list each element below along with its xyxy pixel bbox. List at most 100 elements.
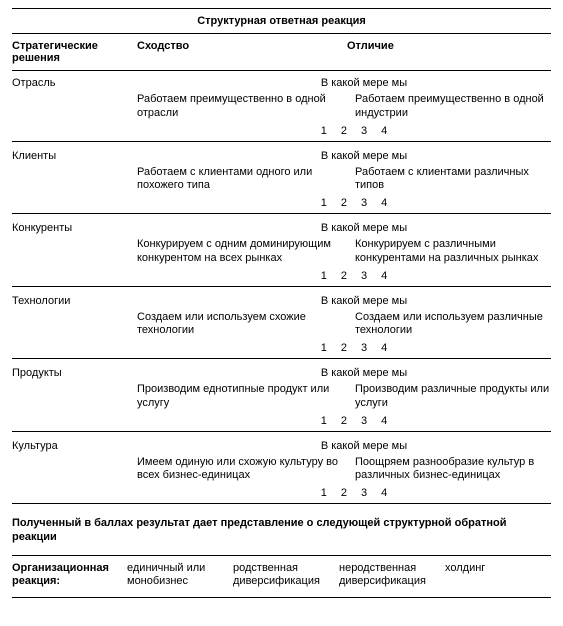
section-rule bbox=[12, 213, 551, 214]
section-label: Клиенты bbox=[12, 150, 137, 162]
extent-label: В какой мере мы bbox=[137, 440, 551, 452]
org-option: родственная диверсификация bbox=[233, 562, 339, 590]
scale-outer: 1 2 3 4 bbox=[137, 487, 551, 499]
extent-label: В какой мере мы bbox=[137, 77, 551, 89]
spacer bbox=[12, 415, 137, 427]
section: КонкурентыВ какой мере мыКонкурируем с о… bbox=[12, 216, 551, 289]
page-title: Структурная ответная реакция bbox=[12, 9, 551, 33]
scale-value: 4 bbox=[381, 197, 387, 209]
section-rule bbox=[12, 431, 551, 432]
scale-row: 1 2 3 4 bbox=[12, 415, 551, 431]
section-texts-row: Конкурируем с одним доминирующим конкуре… bbox=[12, 238, 551, 270]
scale-value: 4 bbox=[381, 342, 387, 354]
difference-text: Работаем преимущественно в одной индустр… bbox=[355, 93, 551, 121]
scale-value: 1 bbox=[321, 342, 327, 354]
scale: 1 2 3 4 bbox=[301, 270, 388, 282]
section: ОтрасльВ какой мере мыРаботаем преимущес… bbox=[12, 71, 551, 144]
scale-value: 3 bbox=[361, 342, 367, 354]
scale-outer: 1 2 3 4 bbox=[137, 270, 551, 282]
scale-value: 2 bbox=[341, 270, 347, 282]
scale: 1 2 3 4 bbox=[301, 342, 388, 354]
section-label: Продукты bbox=[12, 367, 137, 379]
scale-row: 1 2 3 4 bbox=[12, 125, 551, 141]
scale-value: 1 bbox=[321, 415, 327, 427]
scale-value: 3 bbox=[361, 487, 367, 499]
footer-note: Полученный в баллах результат дает предс… bbox=[12, 506, 551, 555]
spacer bbox=[12, 238, 137, 266]
scale-value: 4 bbox=[381, 125, 387, 137]
org-options: единичный или монобизнес родственная див… bbox=[127, 562, 551, 590]
similarity-text: Производим еднотипные продукт или услугу bbox=[137, 383, 355, 411]
scale: 1 2 3 4 bbox=[301, 487, 388, 499]
section-texts-row: Имеем одиную или схожую культуру во всех… bbox=[12, 456, 551, 488]
scale-outer: 1 2 3 4 bbox=[137, 125, 551, 137]
scale-row: 1 2 3 4 bbox=[12, 270, 551, 286]
scale-value: 3 bbox=[361, 415, 367, 427]
section: ПродуктыВ какой мере мыПроизводим едноти… bbox=[12, 361, 551, 434]
difference-text: Работаем с клиентами различных типов bbox=[355, 166, 551, 194]
section-texts-row: Создаем или используем схожие технологии… bbox=[12, 311, 551, 343]
scale-outer: 1 2 3 4 bbox=[137, 415, 551, 427]
scale-value: 1 bbox=[321, 125, 327, 137]
extent-label: В какой мере мы bbox=[137, 295, 551, 307]
spacer bbox=[12, 383, 137, 411]
section-label: Конкуренты bbox=[12, 222, 137, 234]
section-texts-row: Работаем преимущественно в одной отрасли… bbox=[12, 93, 551, 125]
scale-value: 4 bbox=[381, 487, 387, 499]
section: ТехнологииВ какой мере мыСоздаем или исп… bbox=[12, 289, 551, 362]
spacer bbox=[12, 487, 137, 499]
difference-text: Поощряем разнообразие культур в различны… bbox=[355, 456, 551, 484]
scale: 1234 bbox=[301, 197, 388, 209]
similarity-text: Работаем преимущественно в одной отрасли bbox=[137, 93, 355, 121]
similarity-text: Имеем одиную или схожую культуру во всех… bbox=[137, 456, 355, 484]
org-option: холдинг bbox=[445, 562, 551, 590]
org-row: Организационная реакция: единичный или м… bbox=[12, 556, 551, 598]
section-rule bbox=[12, 358, 551, 359]
scale-value: 2 bbox=[341, 125, 347, 137]
org-option: неродственная диверсификация bbox=[339, 562, 445, 590]
header-strategic: Стратегические решения bbox=[12, 40, 137, 64]
sections-container: ОтрасльВ какой мере мыРаботаем преимущес… bbox=[12, 71, 551, 506]
section-top-row: КонкурентыВ какой мере мы bbox=[12, 220, 551, 238]
section-rule bbox=[12, 286, 551, 287]
page: Структурная ответная реакция Стратегичес… bbox=[0, 0, 563, 608]
scale-row: 1 2 3 4 bbox=[12, 487, 551, 503]
header-row: Стратегические решения Сходство Отличие bbox=[12, 34, 551, 70]
section-rule bbox=[12, 503, 551, 504]
scale-value: 2 bbox=[341, 415, 347, 427]
scale: 1 2 3 4 bbox=[301, 125, 388, 137]
spacer bbox=[12, 166, 137, 194]
section-label: Культура bbox=[12, 440, 137, 452]
scale-value: 4 bbox=[381, 415, 387, 427]
org-option: единичный или монобизнес bbox=[127, 562, 233, 590]
scale-value: 4 bbox=[381, 270, 387, 282]
header-difference: Отличие bbox=[347, 40, 551, 64]
section-top-row: КультураВ какой мере мы bbox=[12, 438, 551, 456]
scale-row: 1234 bbox=[12, 197, 551, 213]
similarity-text: Создаем или используем схожие технологии bbox=[137, 311, 355, 339]
section-top-row: КлиентыВ какой мере мы bbox=[12, 148, 551, 166]
section-rule bbox=[12, 141, 551, 142]
scale-value: 1 bbox=[321, 487, 327, 499]
scale-value: 2 bbox=[341, 342, 347, 354]
difference-text: Производим различные продукты или услуги bbox=[355, 383, 551, 411]
scale-value: 3 bbox=[361, 125, 367, 137]
section-texts-row: Производим еднотипные продукт или услугу… bbox=[12, 383, 551, 415]
scale-value: 1 bbox=[321, 270, 327, 282]
scale: 1 2 3 4 bbox=[301, 415, 388, 427]
section-top-row: ОтрасльВ какой мере мы bbox=[12, 75, 551, 93]
difference-text: Создаем или используем различные техноло… bbox=[355, 311, 551, 339]
spacer bbox=[12, 197, 137, 209]
scale-row: 1 2 3 4 bbox=[12, 342, 551, 358]
scale-outer: 1234 bbox=[137, 197, 551, 209]
extent-label: В какой мере мы bbox=[137, 367, 551, 379]
scale-value: 3 bbox=[361, 270, 367, 282]
spacer bbox=[12, 125, 137, 137]
scale-value: 2 bbox=[341, 487, 347, 499]
scale-outer: 1 2 3 4 bbox=[137, 342, 551, 354]
section-top-row: ТехнологииВ какой мере мы bbox=[12, 293, 551, 311]
section-top-row: ПродуктыВ какой мере мы bbox=[12, 365, 551, 383]
spacer bbox=[12, 456, 137, 484]
section-label: Отрасль bbox=[12, 77, 137, 89]
header-similarity: Сходство bbox=[137, 40, 347, 64]
